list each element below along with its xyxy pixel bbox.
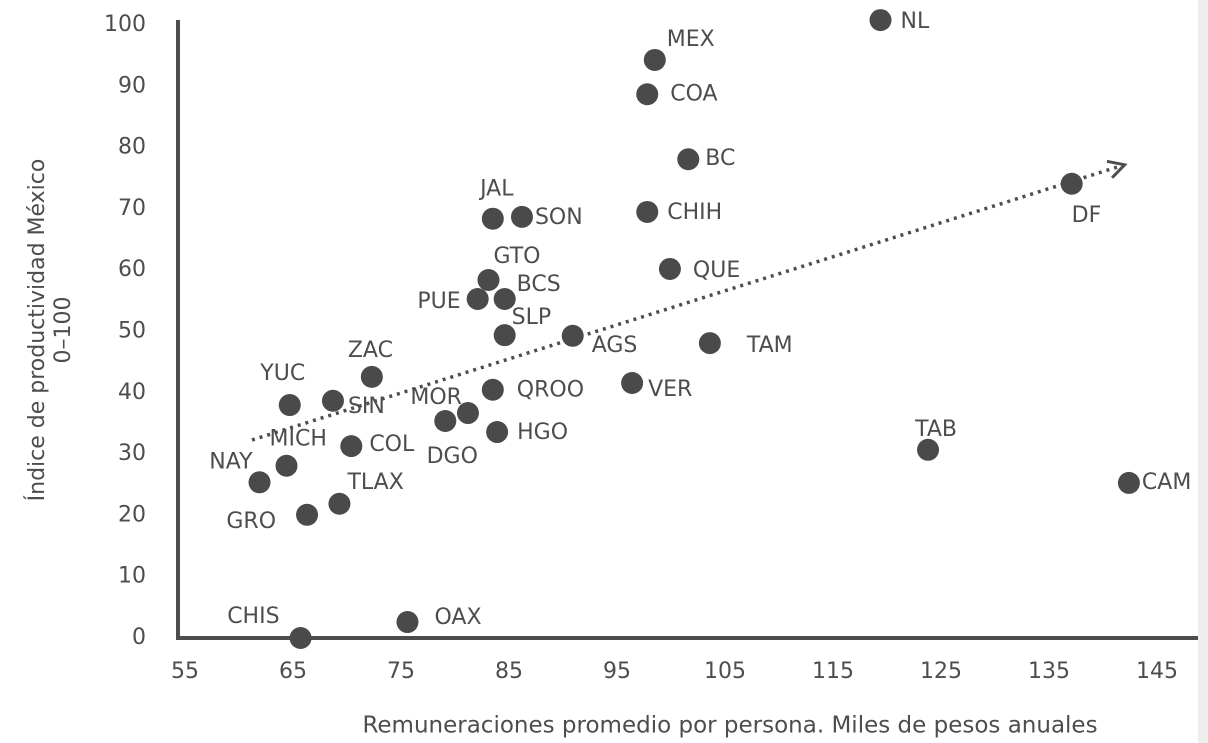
point-label: VER — [648, 377, 692, 402]
point-label: DGO — [427, 444, 478, 469]
x-tick-label: 135 — [1028, 659, 1070, 684]
point — [636, 200, 659, 223]
point-label: BC — [705, 146, 735, 171]
point-label: PUE — [417, 289, 460, 314]
point — [636, 83, 659, 106]
point-label: NAY — [209, 449, 253, 474]
x-tick-label: 55 — [171, 659, 199, 684]
point-label: QUE — [693, 258, 740, 283]
point-label: SON — [535, 205, 583, 230]
edge-shadow — [1198, 0, 1208, 743]
point-label: TAB — [914, 417, 957, 442]
point-label: GTO — [493, 244, 540, 269]
y-tick-label: 100 — [104, 12, 146, 37]
point — [621, 371, 644, 394]
point-label: SIN — [348, 394, 385, 419]
point — [360, 365, 383, 388]
x-tick-label: 125 — [920, 659, 962, 684]
point — [481, 378, 504, 401]
point-label: ZAC — [348, 338, 393, 363]
trend-arrowhead — [1106, 159, 1128, 179]
point — [561, 324, 584, 347]
y-tick-label: 70 — [118, 196, 146, 221]
point-label: YUC — [259, 361, 305, 386]
y-tick-label: 50 — [118, 319, 146, 344]
point — [869, 9, 892, 32]
point-label: NL — [901, 9, 930, 34]
y-tick-label: 40 — [118, 380, 146, 405]
y-tick-label: 10 — [118, 564, 146, 589]
x-tick-label: 75 — [387, 659, 415, 684]
point — [466, 288, 489, 311]
point — [486, 421, 509, 444]
point-label: AGS — [592, 333, 638, 358]
point — [481, 207, 504, 230]
point — [289, 627, 312, 649]
point-label: COA — [670, 81, 717, 106]
y-tick-label: 0 — [132, 625, 146, 650]
point-label: BCS — [517, 272, 561, 297]
x-tick-label: 105 — [704, 659, 746, 684]
point-label: DF — [1072, 203, 1102, 228]
point — [917, 438, 940, 461]
point-label: MICH — [270, 427, 327, 452]
x-tick-label: 115 — [812, 659, 854, 684]
y-axis-title-line: Índice de productividad México — [24, 159, 50, 502]
y-tick-label: 60 — [118, 257, 146, 282]
point — [396, 611, 419, 634]
point-label: TLAX — [346, 470, 403, 495]
point-label: COL — [369, 432, 415, 457]
point — [296, 503, 319, 526]
point — [493, 324, 516, 347]
point-label: HGO — [517, 420, 568, 445]
y-tick-label: 80 — [118, 135, 146, 160]
point — [321, 389, 344, 412]
point — [275, 454, 298, 477]
point-label: TAM — [746, 333, 793, 358]
y-axis-title-line: 0–100 — [51, 297, 76, 364]
x-tick-label: 65 — [279, 659, 307, 684]
x-tick-label: 95 — [603, 659, 631, 684]
point — [698, 332, 721, 355]
x-tick-label: 85 — [495, 659, 523, 684]
point — [493, 288, 516, 311]
point — [456, 402, 479, 425]
point-label: MEX — [667, 27, 715, 52]
point — [677, 148, 700, 171]
point — [1060, 172, 1083, 195]
point — [510, 205, 533, 228]
trend-line — [251, 163, 1126, 442]
point-label: CHIS — [227, 604, 279, 629]
point — [328, 492, 351, 515]
point-label: SLP — [512, 305, 552, 330]
point — [477, 269, 500, 292]
point-label: CHIH — [667, 200, 722, 225]
point-label: MOR — [410, 385, 462, 410]
x-axis-title: Remuneraciones promedio por persona. Mil… — [362, 713, 1097, 739]
x-tick-label: 145 — [1136, 659, 1178, 684]
point — [434, 409, 457, 432]
point-label: GRO — [226, 509, 276, 534]
point — [658, 257, 681, 280]
point-label: JAL — [478, 177, 514, 202]
point-label: OAX — [434, 605, 481, 630]
y-tick-label: 30 — [118, 441, 146, 466]
y-tick-label: 20 — [118, 502, 146, 527]
point-label: CAM — [1142, 470, 1191, 495]
point — [340, 435, 363, 458]
y-axis-title: Índice de productividad México 0–100 — [24, 159, 76, 502]
point-label: QROO — [517, 378, 584, 403]
point — [1117, 471, 1140, 494]
point — [643, 48, 666, 71]
point — [278, 394, 301, 417]
point — [248, 471, 271, 494]
y-tick-label: 90 — [118, 73, 146, 98]
